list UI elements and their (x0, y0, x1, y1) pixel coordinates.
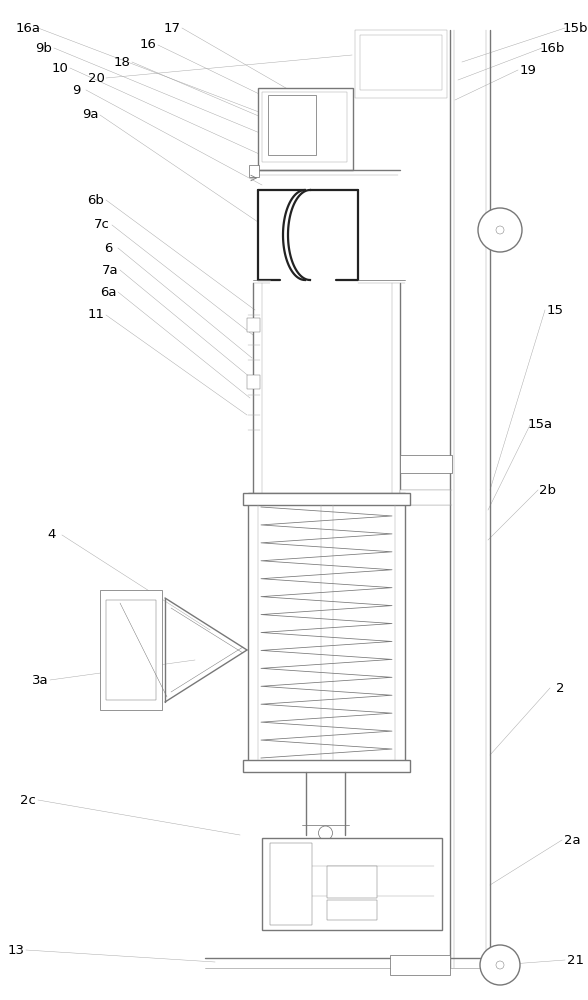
Bar (360, 35, 442, 90)
Text: 9: 9 (72, 84, 80, 97)
Text: 19: 19 (520, 64, 536, 77)
Bar (327, 866, 377, 898)
Text: 9b: 9b (35, 41, 52, 54)
Circle shape (496, 226, 504, 234)
Bar (262, 838, 442, 930)
Text: 2c: 2c (20, 794, 36, 806)
Bar (262, 92, 347, 162)
Text: 2: 2 (556, 682, 564, 694)
Text: 15: 15 (546, 304, 563, 316)
Text: 17: 17 (163, 21, 181, 34)
Text: 9a: 9a (82, 108, 98, 121)
Bar (400, 455, 452, 473)
Bar (243, 760, 410, 772)
Text: 16b: 16b (539, 41, 564, 54)
Text: 4: 4 (48, 528, 56, 542)
Text: 2a: 2a (564, 834, 580, 846)
Text: 16: 16 (139, 38, 156, 51)
Text: 11: 11 (88, 308, 105, 322)
Text: 13: 13 (8, 944, 25, 956)
Bar (100, 590, 162, 710)
Text: 3a: 3a (32, 674, 48, 686)
Text: 7a: 7a (102, 263, 118, 276)
Circle shape (480, 945, 520, 985)
Circle shape (496, 961, 504, 969)
Text: 10: 10 (52, 62, 68, 75)
Bar (270, 843, 312, 925)
Bar (390, 955, 450, 975)
Text: 6: 6 (104, 241, 112, 254)
Bar (355, 30, 447, 98)
Bar (268, 95, 316, 155)
Bar (327, 900, 377, 920)
Circle shape (319, 826, 332, 840)
Bar (247, 375, 260, 389)
Text: 16a: 16a (15, 21, 41, 34)
Text: 7c: 7c (94, 219, 110, 232)
Bar (249, 165, 259, 177)
Text: 21: 21 (566, 954, 583, 966)
Text: 20: 20 (88, 72, 105, 85)
Bar (400, 490, 450, 505)
Text: 18: 18 (113, 55, 131, 68)
Text: 6b: 6b (88, 194, 105, 207)
Bar (248, 493, 405, 762)
Circle shape (478, 208, 522, 252)
Bar (258, 88, 353, 170)
Text: 2b: 2b (540, 484, 556, 496)
Bar (106, 600, 156, 700)
Text: 6a: 6a (100, 286, 116, 298)
Bar (247, 318, 260, 332)
Text: 15b: 15b (562, 21, 588, 34)
Bar (243, 493, 410, 505)
Text: 15a: 15a (527, 418, 553, 432)
